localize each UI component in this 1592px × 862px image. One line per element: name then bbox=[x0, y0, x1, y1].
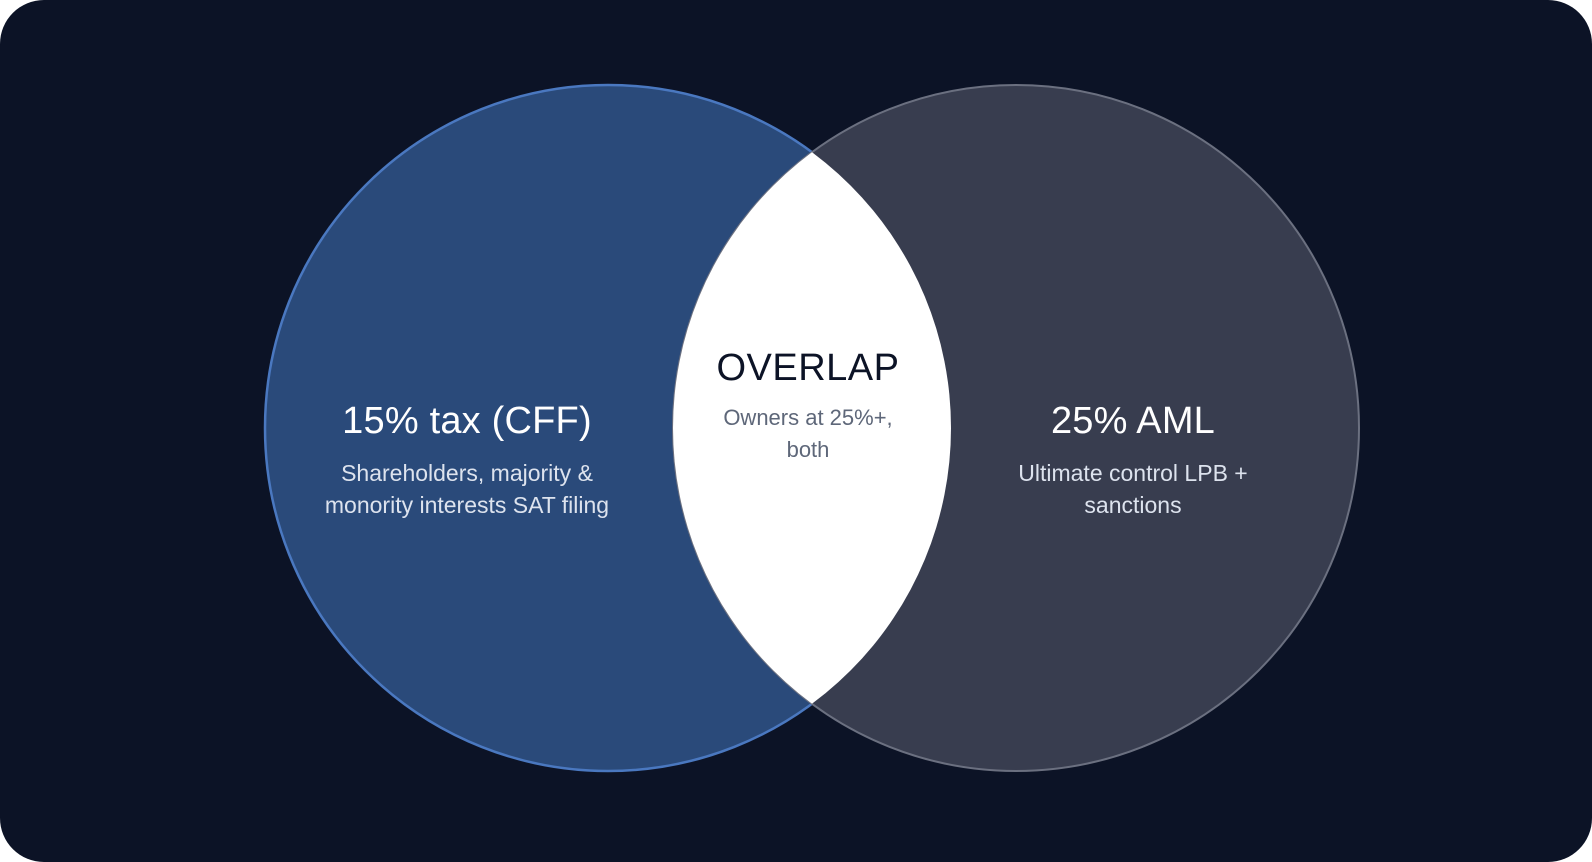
right-description: Ultimate control LPB + sanctions bbox=[1018, 460, 1248, 518]
left-description: Shareholders, majority & monority intere… bbox=[324, 460, 610, 518]
left-title: 15% tax (CFF) bbox=[342, 400, 592, 442]
right-title: 25% AML bbox=[1050, 400, 1216, 442]
overlap-description: Owners at 25%+, both bbox=[723, 405, 893, 462]
overlap-region bbox=[673, 85, 951, 771]
overlap-title: OVERLAP bbox=[716, 347, 900, 389]
